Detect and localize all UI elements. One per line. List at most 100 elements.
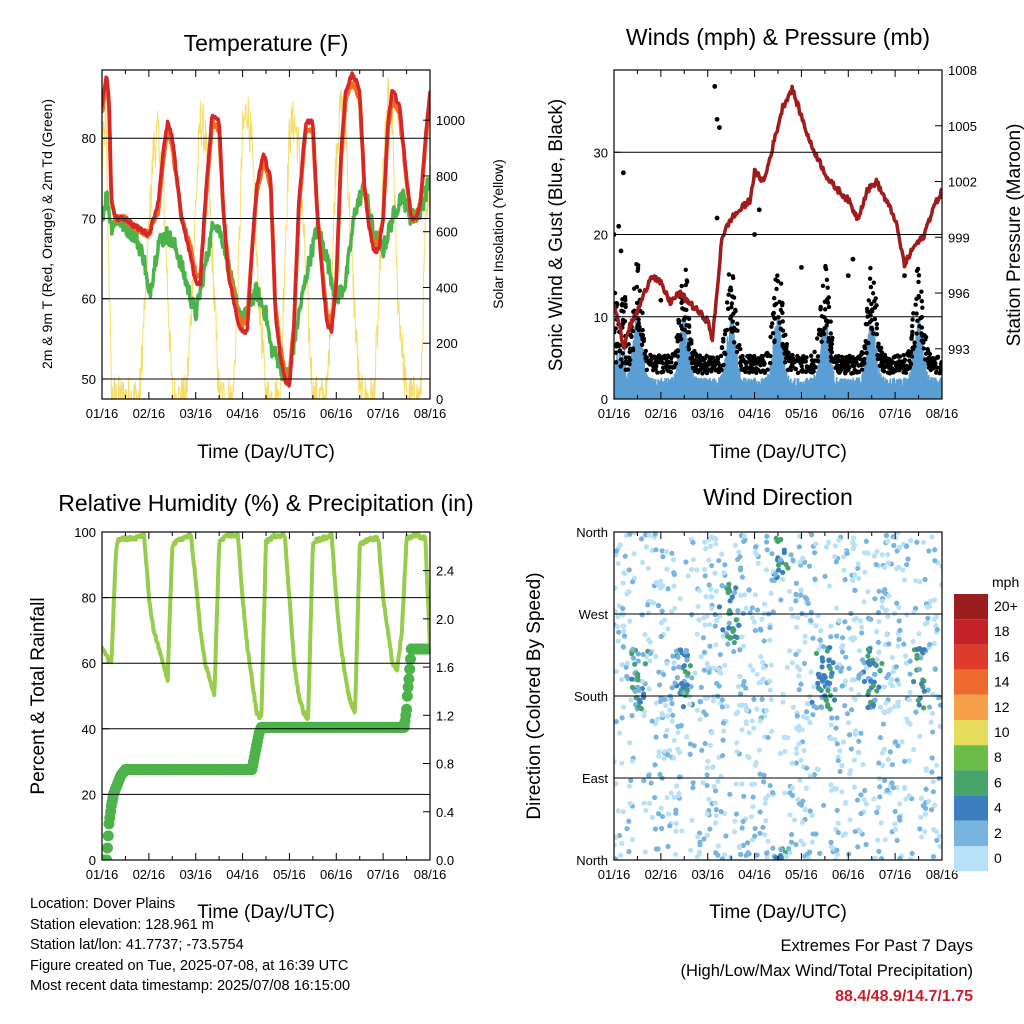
direction-point bbox=[925, 615, 931, 621]
direction-point bbox=[740, 818, 746, 825]
direction-point bbox=[663, 549, 669, 555]
direction-point bbox=[751, 619, 758, 625]
direction-point bbox=[853, 728, 859, 734]
winds-title: Winds (mph) & Pressure (mb) bbox=[626, 24, 930, 50]
gust-point bbox=[913, 302, 918, 307]
direction-point bbox=[922, 576, 928, 583]
direction-point bbox=[617, 852, 624, 858]
direction-point bbox=[614, 856, 619, 860]
ytick-label-temperature-1: 60 bbox=[82, 292, 96, 307]
direction-point bbox=[921, 646, 927, 653]
direction-point bbox=[914, 539, 920, 545]
gust-point bbox=[710, 355, 716, 360]
direction-point bbox=[817, 850, 823, 856]
direction-point bbox=[704, 772, 710, 778]
gust-point bbox=[623, 297, 628, 303]
direction-point bbox=[751, 696, 757, 702]
y2tick-label-winds-1: 996 bbox=[948, 286, 970, 301]
wind-direction-xlabel: Time (Day/UTC) bbox=[709, 902, 847, 923]
direction-point bbox=[619, 676, 625, 682]
direction-point bbox=[865, 550, 871, 556]
gust-point bbox=[634, 300, 640, 306]
direction-point bbox=[829, 670, 835, 676]
precip-point bbox=[401, 703, 413, 715]
precip-point bbox=[102, 830, 114, 842]
gust-point bbox=[685, 330, 690, 335]
direction-point bbox=[853, 615, 859, 621]
gust-point bbox=[733, 308, 738, 314]
direction-point bbox=[749, 837, 756, 843]
direction-point bbox=[706, 582, 712, 588]
gust-point bbox=[731, 295, 737, 300]
gust-point bbox=[803, 369, 809, 375]
direction-point bbox=[752, 762, 758, 768]
direction-point bbox=[715, 852, 721, 858]
direction-point bbox=[620, 605, 626, 612]
gust-point bbox=[912, 340, 917, 345]
direction-point bbox=[649, 718, 655, 724]
direction-point bbox=[916, 702, 922, 708]
direction-point bbox=[895, 699, 901, 706]
gust-point bbox=[870, 291, 876, 296]
direction-point bbox=[702, 622, 708, 628]
gust-point bbox=[775, 273, 780, 278]
gust-point bbox=[920, 305, 925, 310]
direction-point bbox=[865, 653, 871, 659]
legend-swatch-3 bbox=[954, 669, 988, 695]
direction-point bbox=[865, 646, 872, 653]
direction-point bbox=[681, 663, 687, 669]
gust-point bbox=[822, 325, 827, 331]
gust-point bbox=[818, 332, 824, 338]
direction-point bbox=[776, 567, 782, 573]
gust-point bbox=[795, 353, 800, 359]
direction-point bbox=[816, 686, 823, 692]
direction-point bbox=[708, 586, 714, 592]
xtick-label-rh_precip-3: 04/16 bbox=[226, 867, 259, 882]
gust-point bbox=[925, 347, 930, 352]
direction-point bbox=[704, 782, 710, 789]
direction-point bbox=[811, 684, 817, 690]
direction-point bbox=[640, 651, 646, 658]
direction-point bbox=[656, 582, 662, 588]
direction-point bbox=[676, 774, 683, 780]
y2tick-label-rh_precip-6: 2.4 bbox=[436, 564, 454, 579]
direction-point bbox=[646, 686, 652, 692]
direction-point bbox=[811, 550, 818, 556]
gust-point bbox=[885, 362, 891, 367]
direction-point bbox=[847, 817, 853, 823]
direction-point bbox=[809, 839, 816, 845]
direction-point bbox=[811, 771, 818, 778]
direction-point bbox=[798, 592, 804, 598]
direction-point bbox=[821, 672, 827, 679]
direction-point bbox=[802, 806, 808, 812]
direction-point bbox=[631, 551, 637, 557]
direction-point bbox=[800, 714, 807, 720]
gust-point bbox=[679, 283, 684, 289]
direction-point bbox=[893, 664, 900, 670]
direction-point bbox=[761, 610, 767, 617]
direction-point bbox=[932, 802, 938, 808]
direction-point bbox=[737, 702, 743, 708]
speed-legend: mph 20+ 18 16 14 12 10 8 6 4 2 0 bbox=[954, 574, 1019, 872]
direction-point bbox=[844, 711, 851, 717]
direction-point bbox=[701, 709, 707, 715]
gust-point bbox=[630, 328, 635, 334]
direction-point bbox=[852, 635, 858, 641]
direction-point bbox=[636, 704, 642, 710]
direction-point bbox=[658, 805, 664, 811]
xtick-label-wind_direction-1: 02/16 bbox=[645, 867, 678, 882]
direction-point bbox=[915, 697, 921, 704]
gust-point bbox=[777, 320, 782, 325]
direction-point bbox=[641, 713, 647, 719]
direction-point bbox=[821, 802, 827, 808]
direction-point bbox=[868, 678, 874, 684]
direction-point bbox=[741, 533, 748, 539]
direction-point bbox=[882, 587, 888, 593]
gust-point bbox=[927, 357, 932, 362]
direction-point bbox=[738, 592, 744, 598]
direction-point bbox=[740, 643, 747, 649]
direction-point bbox=[731, 648, 737, 655]
gust-point bbox=[856, 369, 862, 375]
direction-point bbox=[712, 623, 718, 629]
direction-point bbox=[652, 794, 658, 801]
